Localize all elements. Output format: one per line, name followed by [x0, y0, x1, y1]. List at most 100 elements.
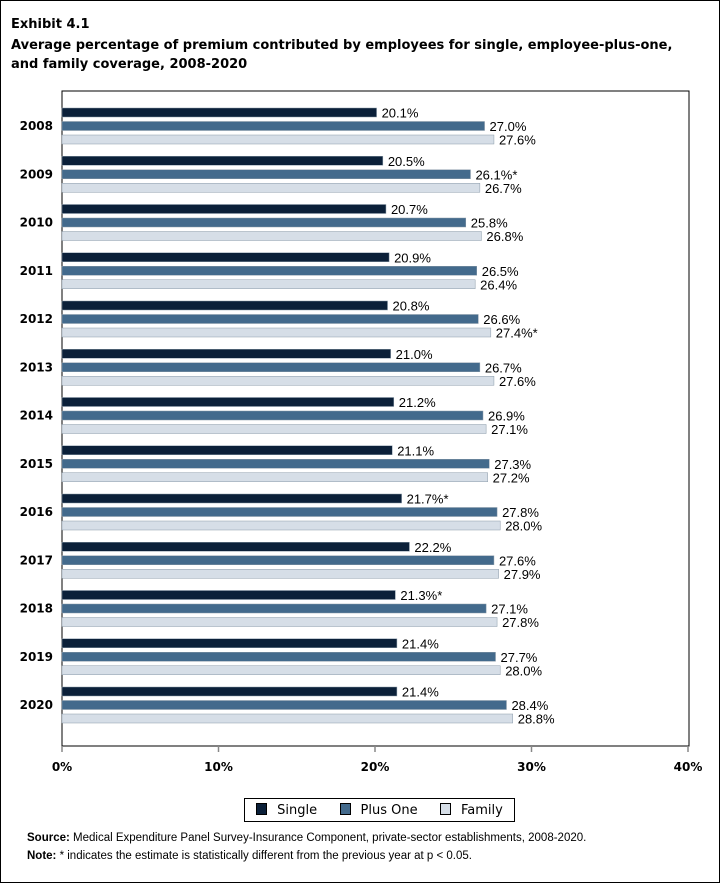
bar-single	[61, 493, 402, 504]
data-label: 20.1%	[382, 106, 419, 121]
bar-single	[61, 252, 390, 262]
category-label: 2012	[20, 312, 53, 326]
bar-family	[61, 424, 487, 434]
legend-item-plus-one: Plus One	[339, 802, 418, 818]
category-label: 2018	[20, 602, 53, 616]
data-label: 28.0%	[505, 663, 542, 678]
x-tick-label: 40%	[674, 760, 703, 774]
chart-title: Average percentage of premium contribute…	[11, 38, 673, 72]
bar-plus-one	[61, 603, 487, 614]
data-label: 26.8%	[486, 229, 523, 244]
data-label: 28.0%	[505, 519, 542, 534]
category-label: 2015	[20, 457, 53, 471]
data-label: 27.1%	[491, 422, 528, 437]
legend-swatch	[439, 802, 451, 815]
legend-item-single: Single	[256, 802, 317, 818]
data-label: 21.0%	[396, 347, 433, 362]
bar-plus-one	[61, 314, 479, 324]
data-label: 21.2%	[399, 395, 436, 410]
bar-family	[61, 231, 482, 241]
bar-single	[61, 638, 398, 648]
bar-single	[61, 686, 398, 697]
category-label: 2019	[20, 650, 53, 664]
data-label: 26.7%	[485, 181, 522, 196]
x-tick-label: 30%	[517, 760, 546, 774]
data-label: 27.3%	[494, 457, 531, 472]
category-label: 2017	[20, 553, 53, 567]
bar-plus-one	[61, 217, 467, 228]
data-label: 20.8%	[393, 299, 430, 314]
bar-plus-one	[61, 410, 484, 421]
bar-family	[61, 713, 513, 724]
data-label: 26.7%	[485, 360, 522, 375]
bar-family	[61, 376, 495, 386]
data-label: 27.0%	[490, 119, 527, 134]
data-label: 21.1%	[397, 443, 434, 458]
category-label: 2020	[20, 698, 53, 712]
category-label: 2009	[20, 167, 53, 181]
data-label: 21.4%	[402, 685, 439, 700]
bar-family	[61, 279, 476, 289]
bar-single	[61, 107, 377, 118]
data-label: 26.4%	[480, 277, 517, 292]
data-label: 25.8%	[471, 216, 508, 231]
data-label: 27.9%	[504, 567, 541, 582]
data-label: 27.6%	[499, 133, 536, 148]
x-tick-label: 10%	[204, 760, 233, 774]
data-label: 27.8%	[502, 615, 539, 630]
bar-plus-one	[61, 555, 495, 565]
data-label: 27.6%	[499, 374, 536, 389]
data-label: 27.8%	[502, 505, 539, 520]
data-label: 21.7%*	[407, 492, 449, 507]
x-tick-label: 0%	[52, 760, 72, 774]
data-label: 20.7%	[391, 202, 428, 217]
bar-plus-one	[61, 266, 477, 276]
data-label: 27.4%*	[496, 326, 538, 341]
exhibit-label: Exhibit 4.1	[11, 17, 90, 32]
bar-plus-one	[61, 652, 496, 662]
data-label: 22.2%	[414, 540, 451, 555]
bar-family	[61, 183, 481, 193]
data-label: 26.1%*	[475, 167, 517, 182]
bar-single	[61, 397, 395, 407]
data-label: 28.8%	[518, 712, 555, 727]
bar-single	[61, 590, 396, 600]
bar-family	[61, 617, 498, 627]
data-label: 26.6%	[483, 312, 520, 327]
data-label: 26.5%	[482, 264, 519, 279]
data-label: 26.9%	[488, 409, 525, 424]
bar-chart: 200820.1%27.0%27.6%200920.5%26.1%*26.7%2…	[20, 90, 703, 774]
data-label: 27.2%	[493, 470, 530, 485]
data-label: 27.7%	[501, 650, 538, 665]
data-label: 21.3%*	[400, 588, 442, 603]
bar-plus-one	[61, 507, 498, 517]
category-label: 2011	[20, 264, 53, 278]
data-label: 28.4%	[511, 698, 548, 713]
x-tick-label: 20%	[361, 760, 390, 774]
data-label: 20.9%	[394, 250, 431, 265]
category-label: 2010	[20, 216, 53, 230]
legend-swatch	[256, 802, 268, 815]
category-label: 2008	[20, 119, 53, 133]
bar-plus-one	[61, 121, 485, 131]
bar-family	[61, 665, 501, 675]
significance-note: Note: * indicates the estimate is statis…	[27, 850, 472, 862]
data-label: 21.4%	[402, 636, 439, 651]
legend: Single Plus One Family	[244, 798, 515, 822]
source-note: Source: Medical Expenditure Panel Survey…	[27, 832, 587, 844]
data-label: 20.5%	[388, 154, 425, 169]
legend-swatch	[339, 802, 351, 815]
category-label: 2013	[20, 360, 53, 374]
bar-single	[61, 349, 391, 359]
bar-family	[61, 569, 499, 579]
data-label: 27.6%	[499, 553, 536, 568]
bar-single	[61, 445, 393, 455]
bar-family	[61, 520, 501, 531]
bar-plus-one	[61, 169, 471, 179]
bar-single	[61, 542, 410, 552]
bar-plus-one	[61, 700, 507, 710]
bar-family	[61, 472, 488, 482]
legend-item-family: Family	[439, 802, 503, 818]
category-label: 2016	[20, 505, 53, 519]
